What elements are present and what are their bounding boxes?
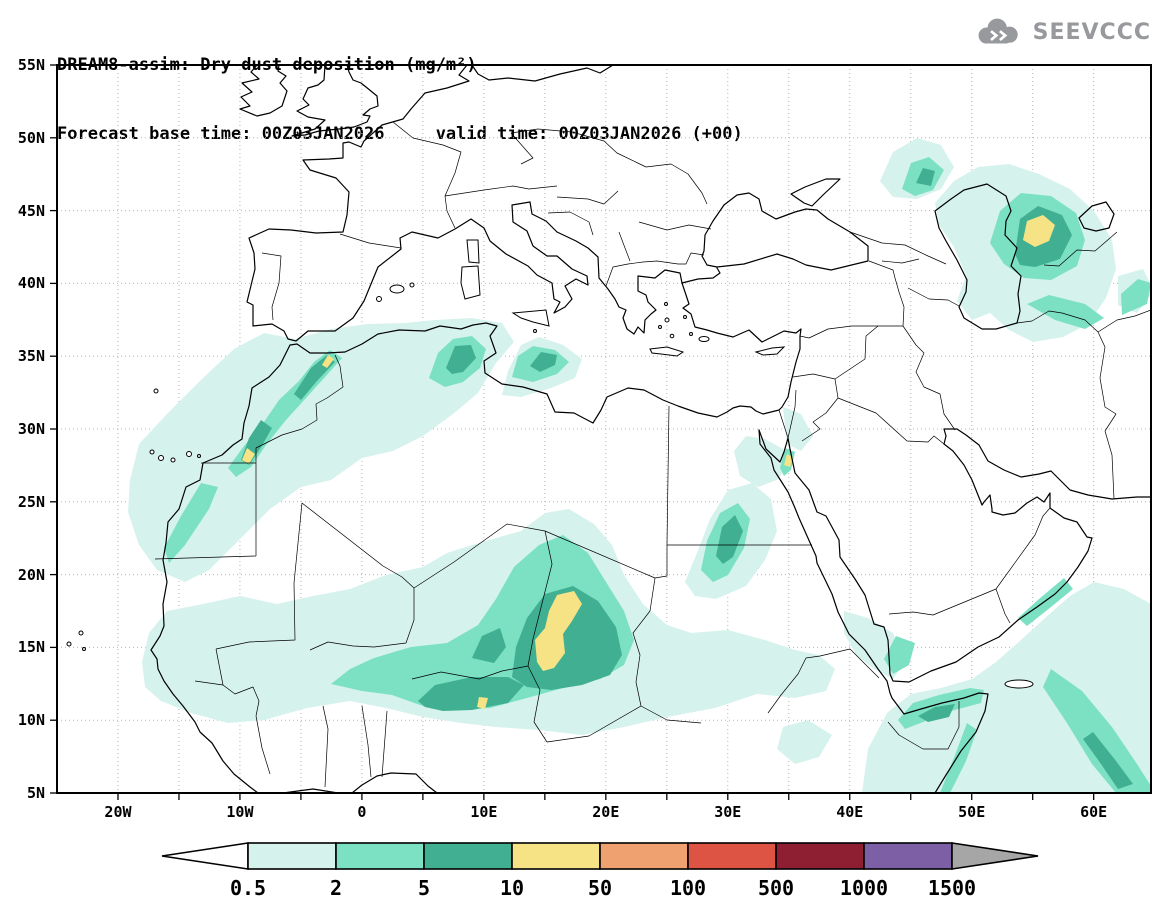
islands [66, 239, 1034, 689]
colorbar-segment [423, 842, 513, 870]
lat-tick-label: 5N [26, 784, 45, 802]
lon-tick-label: 60E [1080, 803, 1108, 821]
country-borders [154, 121, 1151, 788]
map-frame [56, 64, 1152, 794]
colorbar-tick-label: 5 [418, 876, 430, 900]
lat-tick-label: 20N [17, 565, 45, 584]
logo-text: SEEVCCC [1032, 19, 1151, 45]
lat-tick-label: 55N [17, 56, 45, 74]
colorbar-segment [775, 842, 865, 870]
colorbar-tick-label: 1500 [928, 876, 976, 900]
colorbar-segment [335, 842, 425, 870]
lon-tick-label: 0 [357, 803, 367, 821]
lat-tick-label: 50N [17, 128, 45, 147]
colorbar-segment [599, 842, 689, 870]
colorbar-segment [161, 842, 249, 870]
map-plot [50, 64, 1152, 800]
colorbar-segment [511, 842, 601, 870]
lon-tick-label: 50E [958, 803, 986, 821]
colorbar: 0.5 2 5 10 50 100 500 1000 1500 [160, 841, 1040, 903]
lat-axis-labels: 55N 50N 45N 40N 35N 30N 25N 20N 15N 10N 5N [0, 56, 52, 802]
colorbar-tick-label: 2 [330, 876, 342, 900]
colorbar-tick-label: 500 [758, 876, 794, 900]
colorbar-segment [863, 842, 953, 870]
colorbar-tick-label: 10 [500, 876, 524, 900]
lat-tick-label: 35N [17, 347, 45, 366]
lat-tick-label: 30N [17, 420, 45, 438]
lon-tick-label: 20E [592, 803, 620, 821]
lon-tick-label: 10W [226, 803, 254, 821]
lon-axis-labels: 20W 10W 0 10E 20E 30E 40E 50E 60E [57, 799, 1151, 821]
lat-tick-label: 45N [17, 201, 45, 220]
plot-subtitle: Forecast base time: 00Z03JAN2026 valid t… [57, 124, 743, 144]
colorbar-segment [687, 842, 777, 870]
map-area [50, 64, 1152, 800]
lat-tick-label: 10N [17, 711, 45, 730]
colorbar-segment [951, 842, 1039, 870]
axis-ticks [50, 64, 1095, 800]
colorbar-tick-label: 0.5 [230, 876, 266, 900]
cloud-icon [978, 18, 1018, 44]
colorbar-tick-label: 50 [588, 876, 612, 900]
lat-tick-label: 25N [17, 492, 45, 511]
lon-tick-label: 40E [836, 803, 864, 821]
lat-tick-label: 40N [17, 274, 45, 293]
lat-tick-label: 15N [17, 638, 45, 657]
lon-tick-label: 20W [104, 803, 132, 821]
colorbar-tick-label: 100 [670, 876, 706, 900]
colorbar-svg: 0.5 2 5 10 50 100 500 1000 1500 [161, 842, 1039, 900]
lon-tick-label: 10E [470, 803, 498, 821]
lon-tick-label: 30E [714, 803, 742, 821]
dust-level4-fills [242, 215, 1055, 709]
coastlines [150, 65, 1151, 793]
colorbar-tick-label: 1000 [840, 876, 888, 900]
colorbar-segment [247, 842, 337, 870]
seevccc-logo: SEEVCCC [972, 16, 1151, 48]
